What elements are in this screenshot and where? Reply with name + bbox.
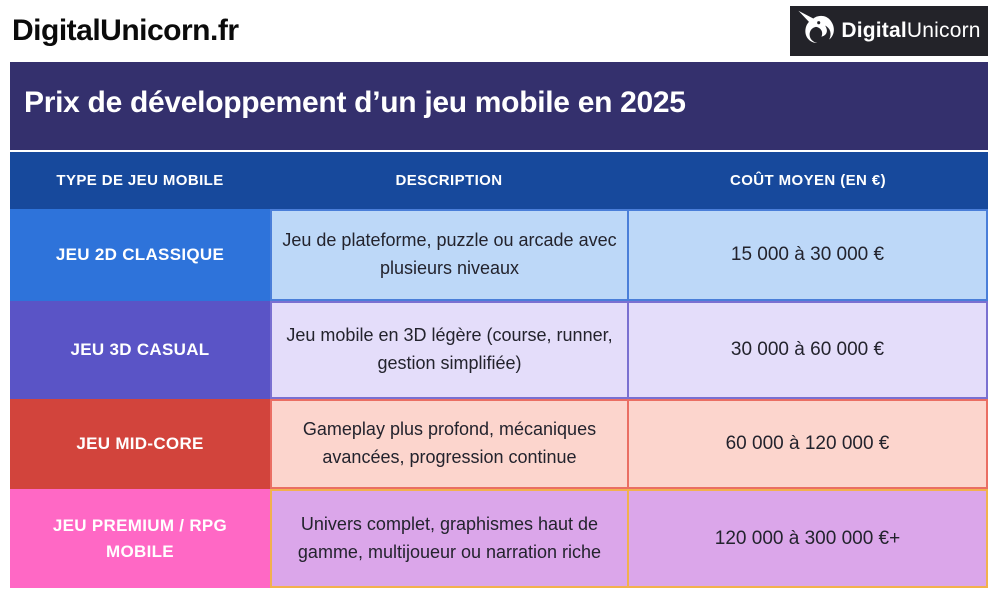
game-type-cell: JEU 2D CLASSIQUE <box>10 209 270 301</box>
description-cell: Univers complet, graphismes haut de gamm… <box>270 489 628 588</box>
cost-cell: 30 000 à 60 000 € <box>628 301 988 399</box>
top-bar: DigitalUnicorn.fr DigitalUnicorn <box>10 0 988 62</box>
description-cell: Jeu de plateforme, puzzle ou arcade avec… <box>270 209 628 301</box>
column-header-description: DESCRIPTION <box>395 172 503 189</box>
unicorn-icon <box>797 8 839 55</box>
game-type-cell: JEU PREMIUM / RPG MOBILE <box>10 489 270 588</box>
page-title-banner: Prix de développement d’un jeu mobile en… <box>10 62 988 150</box>
cost-cell: 120 000 à 300 000 €+ <box>628 489 988 588</box>
pricing-table: TYPE DE JEU MOBILE DESCRIPTION COÛT MOYE… <box>10 152 988 588</box>
table-row: JEU PREMIUM / RPG MOBILE Univers complet… <box>10 489 988 588</box>
logo-text-bold: Digital <box>841 19 907 42</box>
cost-cell: 60 000 à 120 000 € <box>628 399 988 489</box>
logo-text-regular: Unicorn <box>906 19 981 42</box>
table-row: JEU 3D CASUAL Jeu mobile en 3D légère (c… <box>10 301 988 399</box>
column-header-type: TYPE DE JEU MOBILE <box>56 172 224 189</box>
description-cell: Gameplay plus profond, mécaniques avancé… <box>270 399 628 489</box>
description-cell: Jeu mobile en 3D légère (course, runner,… <box>270 301 628 399</box>
game-type-cell: JEU MID-CORE <box>10 399 270 489</box>
cost-cell: 15 000 à 30 000 € <box>628 209 988 301</box>
column-header-cost: COÛT MOYEN (EN €) <box>730 172 886 189</box>
table-row: JEU 2D CLASSIQUE Jeu de plateforme, puzz… <box>10 209 988 301</box>
logo-text: DigitalUnicorn <box>841 19 980 43</box>
table-header-row: TYPE DE JEU MOBILE DESCRIPTION COÛT MOYE… <box>10 152 988 209</box>
site-title-link[interactable]: DigitalUnicorn.fr <box>12 14 239 47</box>
page-title: Prix de développement d’un jeu mobile en… <box>24 86 686 119</box>
site-logo[interactable]: DigitalUnicorn <box>790 6 988 56</box>
game-type-cell: JEU 3D CASUAL <box>10 301 270 399</box>
table-row: JEU MID-CORE Gameplay plus profond, méca… <box>10 399 988 489</box>
